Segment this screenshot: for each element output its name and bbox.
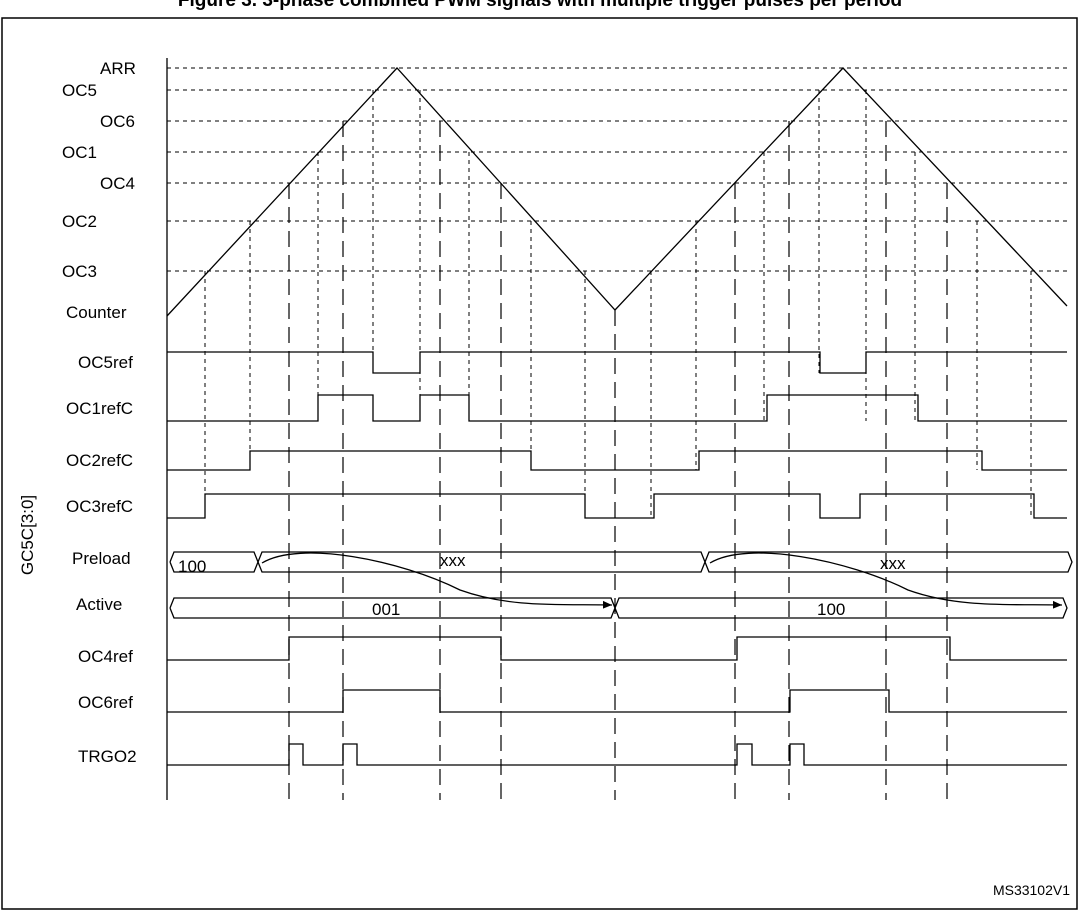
bus-value: 100 [178, 557, 206, 576]
counter [166, 67, 1068, 317]
signal-label: OC4ref [78, 647, 133, 666]
level-label: ARR [100, 59, 136, 78]
bus-value: xxx [880, 554, 906, 573]
signal-label: OC6ref [78, 693, 133, 712]
group-label: GC5C[3:0] [18, 495, 37, 575]
bus-value: 100 [817, 600, 845, 619]
signal-label: Counter [66, 303, 127, 322]
oc1refc-wave [167, 394, 1067, 422]
level-label: OC3 [62, 262, 97, 281]
level-label: OC6 [100, 112, 135, 131]
figure-code: MS33102V1 [993, 882, 1070, 898]
oc5ref-wave [167, 351, 1067, 374]
level-label: OC2 [62, 212, 97, 231]
preload-bus [257, 551, 706, 573]
transfer-arrow [261, 552, 613, 609]
title: Figure 3. 3-phase combined PWM signals w… [178, 0, 902, 11]
frame [1, 17, 1078, 910]
oc2refc-wave [167, 450, 1067, 471]
signal-label: OC5ref [78, 353, 133, 372]
preload-bus [704, 551, 1073, 573]
oc4ref-wave [167, 636, 1067, 661]
bus-value: xxx [440, 551, 466, 570]
oc6ref-wave [167, 689, 1067, 713]
signal-label: OC2refC [66, 451, 133, 470]
oc3refc-wave [167, 493, 1067, 519]
trgo2-wave [167, 743, 1067, 766]
signal-label: TRGO2 [78, 747, 137, 766]
level-label: OC4 [100, 174, 135, 193]
bus-value: 001 [372, 600, 400, 619]
signal-label: Preload [72, 549, 131, 568]
signal-label: Active [76, 595, 122, 614]
signal-label: OC1refC [66, 399, 133, 418]
level-label: OC5 [62, 81, 97, 100]
level-label: OC1 [62, 143, 97, 162]
active-bus [614, 597, 1068, 619]
transfer-arrow [709, 552, 1063, 609]
signal-label: OC3refC [66, 497, 133, 516]
